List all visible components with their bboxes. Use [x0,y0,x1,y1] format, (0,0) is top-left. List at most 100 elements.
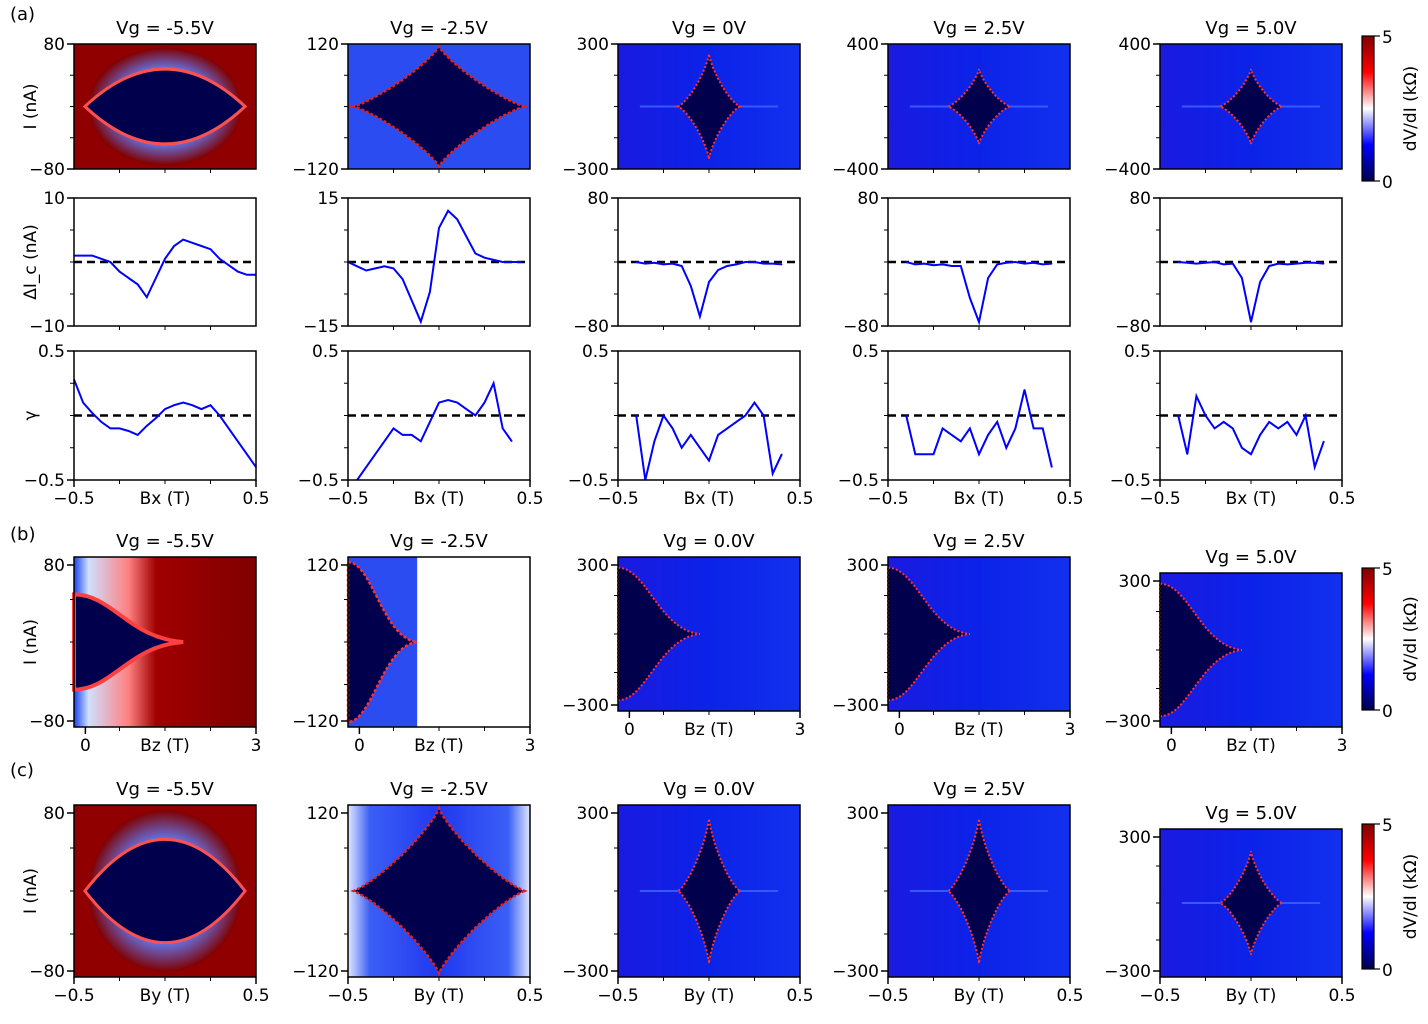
data-point [438,402,440,404]
panel-label-c: (c) [10,760,34,781]
data-point [118,271,121,273]
data-point [1286,263,1288,265]
data-point [772,263,774,265]
data-point [1051,466,1053,468]
panel-b-map-2: 120 −120 0 3 Bz (T) Vg = -2.5V [292,531,535,756]
data-point [644,263,646,265]
data-point [228,427,230,429]
y-tick-label: −0.5 [24,471,65,491]
data-point [493,259,495,261]
y-tick-label: −80 [29,962,65,982]
data-point [502,427,504,429]
panel-a-delta-ic-5: 80 −80 [1115,189,1343,337]
data-point [653,262,656,264]
data-point [411,299,413,301]
map-gap-region [346,560,418,724]
data-point [672,427,674,429]
panel-a-delta-ic-1: 10 −10 ΔI_c (nA) [21,189,257,337]
data-point [1268,421,1270,423]
data-point [772,473,774,475]
panel-label-a: (a) [10,4,35,25]
panel-c-map-2: 120 −120 −0.5 0.5 By (T) Vg = -2.5V [292,779,543,1006]
data-point [1195,395,1197,397]
data-point [392,427,395,429]
data-point [1295,263,1298,265]
data-point [1259,281,1261,283]
chart-panels: 80 −80 Vg = -5.5V I (nA) 10 −10 ΔI_c (nA) 0.5 −0… [21,18,1421,1006]
x-tick-label: 0.5 [1056,489,1083,509]
panel-c-map-3: 300 −300 −0.5 0.5 By (T) Vg = 0.0V [562,779,813,1006]
x-tick-label: 0.5 [516,986,543,1006]
colorbar-tick-label: 5 [1382,560,1393,580]
data-point [91,255,93,257]
data-point [1214,427,1216,429]
y-axis-label: I (nA) [21,83,41,129]
data-point [1014,427,1017,429]
y-tick-label: −300 [562,160,609,180]
data-point [744,261,747,263]
data-point [137,434,139,436]
data-point [969,427,971,429]
data-point [978,321,980,323]
y-tick-label: 0.5 [1124,342,1151,362]
x-tick-label: −0.5 [327,986,368,1006]
panel-b-map-5: 300 −300 0 3 Bz (T) Vg = 5.0V [1104,547,1347,756]
x-axis-label: Bx (T) [954,489,1005,509]
x-tick-label: 0 [1166,736,1177,756]
x-tick-label: −0.5 [597,489,638,509]
data-point [502,261,504,263]
data-point [100,421,102,423]
data-point [960,440,962,442]
data-point [146,296,148,298]
y-tick-label: −80 [573,317,609,337]
colorbar-gradient [1361,567,1375,711]
x-axis-label: Bx (T) [1226,489,1277,509]
data-point [228,264,230,266]
data-point [960,265,962,267]
data-point [923,263,926,265]
y-tick-label: 15 [317,189,339,209]
data-point [1177,261,1179,263]
panel-a-map-5: 400 −400 Vg = 5.0V [1104,18,1343,180]
y-tick-label: 300 [577,35,609,55]
data-point [447,399,449,401]
y-tick-label: −120 [292,160,339,180]
y-tick-label: −80 [29,160,65,180]
data-point [914,263,916,265]
data-point [1323,440,1325,442]
x-axis-label: Bx (T) [414,489,465,509]
data-point [155,277,157,279]
data-point [1195,263,1197,265]
y-tick-label: 120 [307,804,339,824]
data-point [1259,434,1261,436]
panel-a-gamma-5: 0.5 −0.5−0.5 0.5 Bx (T) [1110,342,1356,509]
colorbar-tick-label: 5 [1382,816,1393,836]
data-point [914,453,916,455]
data-point [246,274,248,276]
data-point [155,417,157,419]
data-point [374,267,376,269]
data-point [1014,261,1017,263]
data-point [82,255,84,257]
panel-a-gamma-1: 0.5 −0.5−0.5 0.5 Bx (T) γ [21,342,270,509]
data-point [237,271,239,273]
y-tick-label: 120 [307,35,339,55]
data-point [402,278,404,280]
y-tick-label: 400 [847,35,879,55]
x-tick-label: −0.5 [1139,489,1180,509]
y-tick-label: 0.5 [312,342,339,362]
x-axis-label: By (T) [414,986,465,1006]
data-point [1186,453,1188,455]
data-point [1186,262,1188,264]
data-point [744,414,747,417]
data-point [164,408,166,410]
data-point [1214,261,1216,263]
data-point [1305,414,1307,417]
x-tick-label: −0.5 [1139,986,1180,1006]
x-tick-label: −0.5 [327,489,368,509]
colorbar-1: 5 0 dV/dI (kΩ) [1361,28,1421,193]
data-point [1241,277,1243,279]
panel-title: Vg = -5.5V [116,779,214,800]
data-point [1277,263,1279,265]
data-point [191,404,193,406]
